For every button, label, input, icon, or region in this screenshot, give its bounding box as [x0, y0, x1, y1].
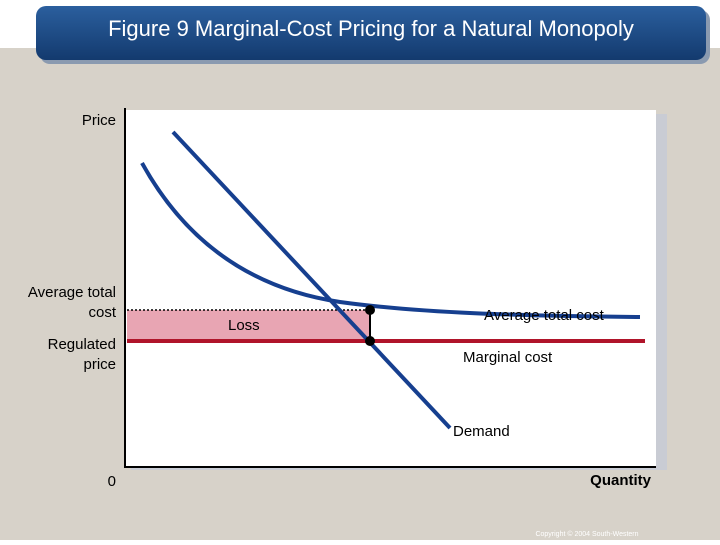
demand-curve-label: Demand: [453, 423, 510, 440]
demand-curve: [171, 130, 452, 430]
x-axis-label: Quantity: [590, 472, 651, 489]
atc-price-label: Average total: [28, 284, 116, 301]
average-total-cost-curve: [140, 162, 641, 319]
point: [365, 336, 375, 346]
y-axis-label: Price: [82, 112, 116, 129]
regulated-price-label: price: [83, 356, 116, 373]
point: [365, 305, 375, 315]
title-banner: [36, 6, 706, 60]
loss-label: Loss: [228, 317, 260, 334]
origin-label: 0: [108, 473, 116, 490]
atc-price-label: cost: [88, 304, 116, 321]
atc-curve-label: Average total cost: [484, 307, 605, 324]
loss-area: [127, 310, 370, 341]
mc-curve-label: Marginal cost: [463, 349, 553, 366]
title: Figure 9 Marginal-Cost Pricing for a Nat…: [108, 16, 634, 41]
copyright: Copyright © 2004 South-Western: [535, 530, 638, 538]
plot-area: [126, 110, 656, 466]
regulated-price-label: Regulated: [48, 336, 116, 353]
